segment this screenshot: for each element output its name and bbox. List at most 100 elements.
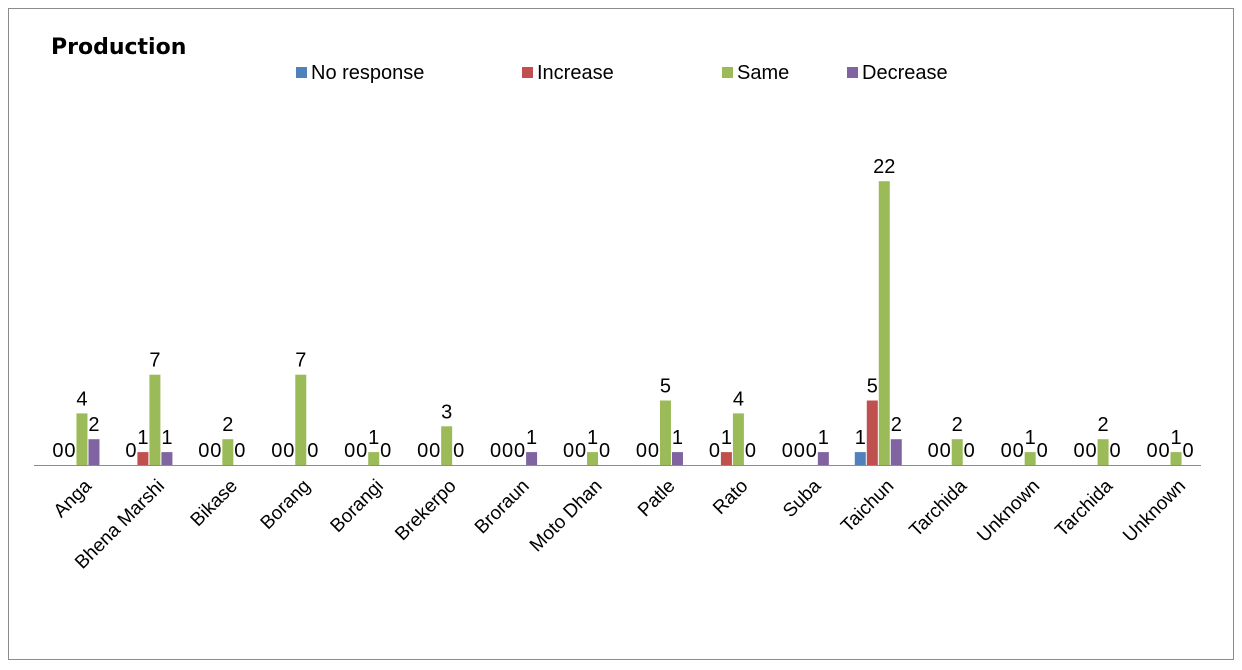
data-label-1-1: 1 xyxy=(137,427,148,449)
category-label-0: Anga xyxy=(50,475,97,522)
data-label-7-3: 0 xyxy=(599,440,610,462)
legend-swatch-0 xyxy=(296,67,307,78)
data-label-3-0: 0 xyxy=(271,440,282,462)
data-label-7-0: 0 xyxy=(563,440,574,462)
data-label-2-3: 0 xyxy=(234,440,245,462)
category-label-11: Taichun xyxy=(837,476,898,537)
bar-4-2 xyxy=(368,452,380,465)
bar-11-0 xyxy=(854,452,866,465)
data-label-1-2: 7 xyxy=(149,350,160,372)
data-label-8-0: 0 xyxy=(636,440,647,462)
bar-13-2 xyxy=(1024,452,1036,465)
data-label-6-0: 0 xyxy=(490,440,501,462)
data-label-13-1: 0 xyxy=(1013,440,1024,462)
category-label-6: Broraun xyxy=(471,476,534,539)
category-label-13: Unknown xyxy=(973,476,1044,547)
data-label-12-2: 2 xyxy=(952,414,963,436)
bar-8-3 xyxy=(671,452,683,465)
production-chart: Production No response Increase Same Decrea… xyxy=(34,35,1201,573)
data-label-0-0: 0 xyxy=(52,440,63,462)
bar-14-2 xyxy=(1097,439,1109,465)
data-label-14-0: 0 xyxy=(1074,440,1085,462)
bar-11-2 xyxy=(878,181,890,465)
category-label-7: Moto Dhan xyxy=(526,476,607,557)
data-label-3-1: 0 xyxy=(283,440,294,462)
bar-9-2 xyxy=(732,413,744,465)
data-label-9-3: 0 xyxy=(745,440,756,462)
category-label-14: Tarchida xyxy=(1051,475,1117,541)
bar-1-1 xyxy=(137,452,149,465)
legend-label-2: Same xyxy=(737,62,789,84)
category-label-15: Unknown xyxy=(1119,476,1190,547)
data-label-6-3: 1 xyxy=(526,427,537,449)
data-label-14-1: 0 xyxy=(1086,440,1097,462)
bar-7-2 xyxy=(587,452,599,465)
bar-10-3 xyxy=(817,452,829,465)
data-label-13-0: 0 xyxy=(1001,440,1012,462)
data-label-15-0: 0 xyxy=(1146,440,1157,462)
bar-8-2 xyxy=(659,400,671,465)
data-label-14-3: 0 xyxy=(1110,440,1121,462)
bar-12-2 xyxy=(951,439,963,465)
data-label-2-1: 0 xyxy=(210,440,221,462)
data-label-14-2: 2 xyxy=(1098,414,1109,436)
data-label-10-1: 0 xyxy=(794,440,805,462)
data-label-0-2: 4 xyxy=(76,388,87,410)
bar-0-3 xyxy=(88,439,100,465)
data-label-6-2: 0 xyxy=(514,440,525,462)
data-label-11-3: 2 xyxy=(891,414,902,436)
bar-1-3 xyxy=(161,452,173,465)
bar-0-2 xyxy=(76,413,88,465)
data-label-5-0: 0 xyxy=(417,440,428,462)
data-label-0-1: 0 xyxy=(64,440,75,462)
legend-swatch-3 xyxy=(847,67,858,78)
data-label-9-1: 1 xyxy=(721,427,732,449)
data-label-11-2: 22 xyxy=(873,156,895,178)
data-label-7-1: 0 xyxy=(575,440,586,462)
data-label-5-3: 0 xyxy=(453,440,464,462)
category-label-12: Tarchida xyxy=(906,475,972,541)
bar-9-1 xyxy=(720,452,732,465)
data-label-4-2: 1 xyxy=(368,427,379,449)
bar-1-2 xyxy=(149,374,161,465)
category-label-5: Brekerpo xyxy=(391,476,460,545)
category-label-10: Suba xyxy=(779,475,826,522)
data-label-12-0: 0 xyxy=(928,440,939,462)
data-label-1-3: 1 xyxy=(161,427,172,449)
data-label-11-0: 1 xyxy=(855,427,866,449)
data-label-15-2: 1 xyxy=(1170,427,1181,449)
data-label-15-3: 0 xyxy=(1182,440,1193,462)
legend-label-1: Increase xyxy=(537,62,614,84)
data-label-6-1: 0 xyxy=(502,440,513,462)
data-label-5-1: 0 xyxy=(429,440,440,462)
data-label-10-2: 0 xyxy=(806,440,817,462)
bar-5-2 xyxy=(441,426,453,465)
category-label-4: Borangi xyxy=(327,476,388,537)
data-label-2-0: 0 xyxy=(198,440,209,462)
chart-title: Production xyxy=(51,35,186,60)
data-label-4-0: 0 xyxy=(344,440,355,462)
data-label-15-1: 0 xyxy=(1158,440,1169,462)
category-label-2: Bikase xyxy=(187,476,242,531)
legend-label-0: No response xyxy=(311,62,424,84)
data-label-8-1: 0 xyxy=(648,440,659,462)
data-label-8-2: 5 xyxy=(660,376,671,398)
category-label-9: Rato xyxy=(709,476,752,519)
bar-11-3 xyxy=(890,439,902,465)
legend-label-3: Decrease xyxy=(862,62,948,84)
legend-swatch-2 xyxy=(722,67,733,78)
data-label-3-2: 7 xyxy=(295,350,306,372)
data-label-11-1: 5 xyxy=(867,376,878,398)
chart-frame: Production No response Increase Same Decrea… xyxy=(8,8,1234,660)
data-label-10-0: 0 xyxy=(782,440,793,462)
category-label-8: Patle xyxy=(634,476,679,521)
bar-6-3 xyxy=(526,452,538,465)
bar-15-2 xyxy=(1170,452,1182,465)
data-label-9-0: 0 xyxy=(709,440,720,462)
data-label-5-2: 3 xyxy=(441,401,452,423)
legend-swatch-1 xyxy=(522,67,533,78)
data-label-13-3: 0 xyxy=(1037,440,1048,462)
bar-3-2 xyxy=(295,374,307,465)
data-label-9-2: 4 xyxy=(733,388,744,410)
